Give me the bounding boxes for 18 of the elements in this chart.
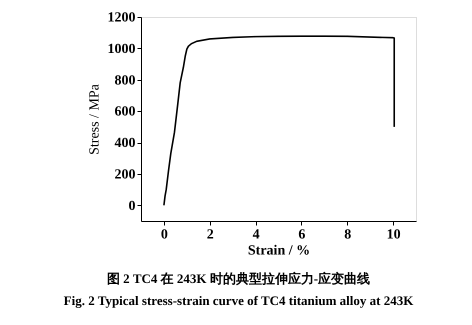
x-axis-title: Strain / % — [248, 244, 310, 258]
y-tick-label: 1000 — [108, 42, 136, 57]
text: 图 2 TC4 在 243K 时的典型拉伸应力-应变曲线 — [106, 271, 370, 286]
line-series — [163, 35, 396, 206]
x-tick-label: 4 — [252, 228, 260, 242]
text: Fig. 2 Typical stress-strain curve of TC4 titanium alloy at 243K — [64, 293, 414, 308]
x-tick-label: 10 — [386, 228, 401, 242]
y-tick-label: 800 — [114, 73, 136, 88]
y-tick-label: 200 — [114, 167, 136, 182]
x-tick-label: 0 — [160, 228, 168, 242]
y-tick-label: 0 — [128, 198, 136, 214]
y-tick-label: 1200 — [108, 10, 136, 26]
x-tick-label: 8 — [344, 228, 352, 242]
x-tick-label: 2 — [206, 228, 214, 242]
x-tick-label: 6 — [298, 228, 306, 242]
y-axis-title: Stress / MPa — [88, 83, 102, 155]
y-tick-label: 600 — [114, 104, 136, 120]
y-tick-label: 400 — [114, 136, 136, 152]
